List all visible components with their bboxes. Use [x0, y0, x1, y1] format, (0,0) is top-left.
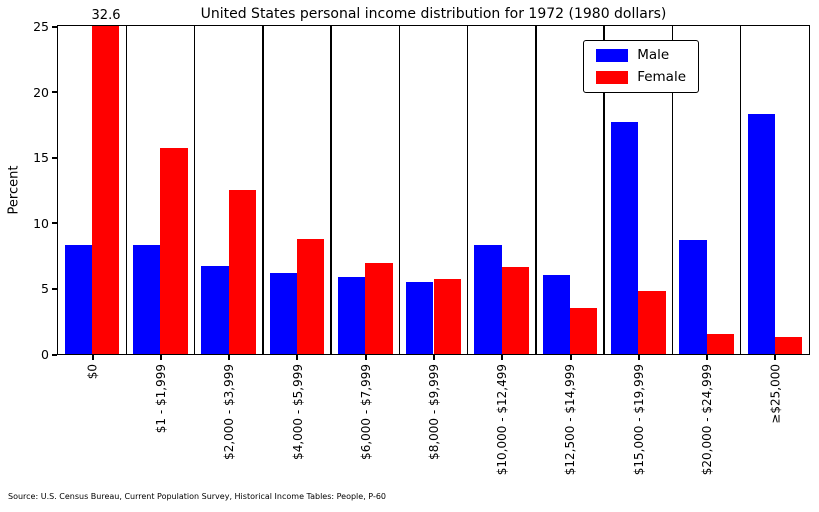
- group-separator: [603, 26, 605, 354]
- y-tick-label: 10: [33, 215, 49, 231]
- x-tick-label: $1 - $1,999: [153, 364, 168, 434]
- bar-male-2: [201, 266, 229, 354]
- y-axis-label: Percent: [6, 165, 22, 215]
- x-tick-mark: [159, 354, 162, 360]
- clipped-bar-value-annotation: 32.6: [91, 8, 121, 23]
- bar-female-9: [706, 334, 734, 354]
- y-tick-label: 15: [33, 150, 49, 166]
- x-tick-mark: [637, 354, 640, 360]
- group-separator: [535, 26, 537, 354]
- x-tick-mark: [569, 354, 572, 360]
- x-tick-mark: [296, 354, 299, 360]
- x-tick-mark: [433, 354, 435, 360]
- bar-female-3: [296, 238, 325, 354]
- x-tick-label: $20,000 - $24,999: [700, 364, 715, 476]
- female-swatch: [596, 71, 629, 84]
- x-tick-label: $12,500 - $14,999: [563, 364, 578, 476]
- y-tick-mark: [52, 91, 57, 94]
- bar-female-5: [433, 279, 461, 354]
- y-tick-mark: [52, 287, 57, 290]
- plot-area: Male Female: [57, 25, 810, 355]
- x-tick-mark: [228, 354, 231, 360]
- source-note: Source: U.S. Census Bureau, Current Popu…: [8, 492, 387, 501]
- bar-female-8: [638, 291, 666, 354]
- male-swatch: [596, 49, 629, 62]
- bar-female-10: [774, 336, 803, 354]
- y-tick-label: 20: [33, 84, 49, 100]
- y-tick-label: 5: [41, 281, 49, 297]
- group-separator: [466, 26, 469, 354]
- x-tick-label: $4,000 - $5,999: [290, 364, 305, 460]
- chart-title: United States personal income distributi…: [200, 6, 667, 22]
- group-separator: [398, 26, 401, 354]
- legend: Male Female: [583, 40, 699, 93]
- group-separator: [739, 26, 742, 354]
- x-tick-label: $0: [85, 364, 100, 380]
- legend-item-female: Female: [596, 70, 686, 85]
- bar-male-5: [406, 281, 434, 354]
- bar-female-4: [365, 263, 393, 354]
- group-separator: [125, 26, 128, 354]
- bar-male-9: [679, 239, 707, 354]
- x-tick-mark: [364, 354, 367, 360]
- x-tick-mark: [501, 354, 504, 360]
- y-tick-label: 0: [41, 347, 49, 362]
- y-tick-label: 25: [33, 19, 49, 34]
- bar-male-6: [474, 245, 502, 354]
- y-tick-mark: [52, 25, 57, 28]
- bar-male-7: [542, 275, 571, 354]
- y-tick-mark: [52, 353, 57, 356]
- group-separator: [671, 26, 674, 354]
- y-tick-mark: [52, 222, 57, 225]
- legend-label-male: Male: [637, 47, 670, 63]
- x-tick-label: $2,000 - $3,999: [222, 364, 237, 460]
- group-separator: [193, 26, 196, 354]
- group-separator: [330, 26, 332, 354]
- group-separator: [262, 26, 264, 354]
- x-tick-label: $15,000 - $19,999: [631, 364, 646, 476]
- bar-male-4: [337, 276, 366, 354]
- x-tick-mark: [91, 354, 94, 360]
- bar-male-3: [269, 272, 297, 354]
- x-tick-label: $6,000 - $7,999: [358, 364, 373, 460]
- bar-female-1: [160, 148, 188, 354]
- bar-male-10: [747, 113, 775, 354]
- x-tick-label: $8,000 - $9,999: [427, 364, 441, 460]
- bar-female-6: [501, 267, 530, 354]
- y-tick-mark: [52, 156, 57, 159]
- bar-female-7: [570, 308, 598, 354]
- legend-label-female: Female: [637, 69, 686, 85]
- bar-female-2: [228, 190, 256, 354]
- bar-male-1: [133, 245, 161, 354]
- x-tick-mark: [774, 354, 777, 360]
- x-tick-label: ≥$25,000: [768, 364, 783, 424]
- bar-male-0: [64, 245, 93, 354]
- bar-male-8: [611, 121, 639, 354]
- x-tick-mark: [706, 354, 709, 360]
- x-tick-label: $10,000 - $12,499: [495, 364, 510, 476]
- bar-female-0: [92, 26, 120, 354]
- legend-item-male: Male: [596, 48, 686, 63]
